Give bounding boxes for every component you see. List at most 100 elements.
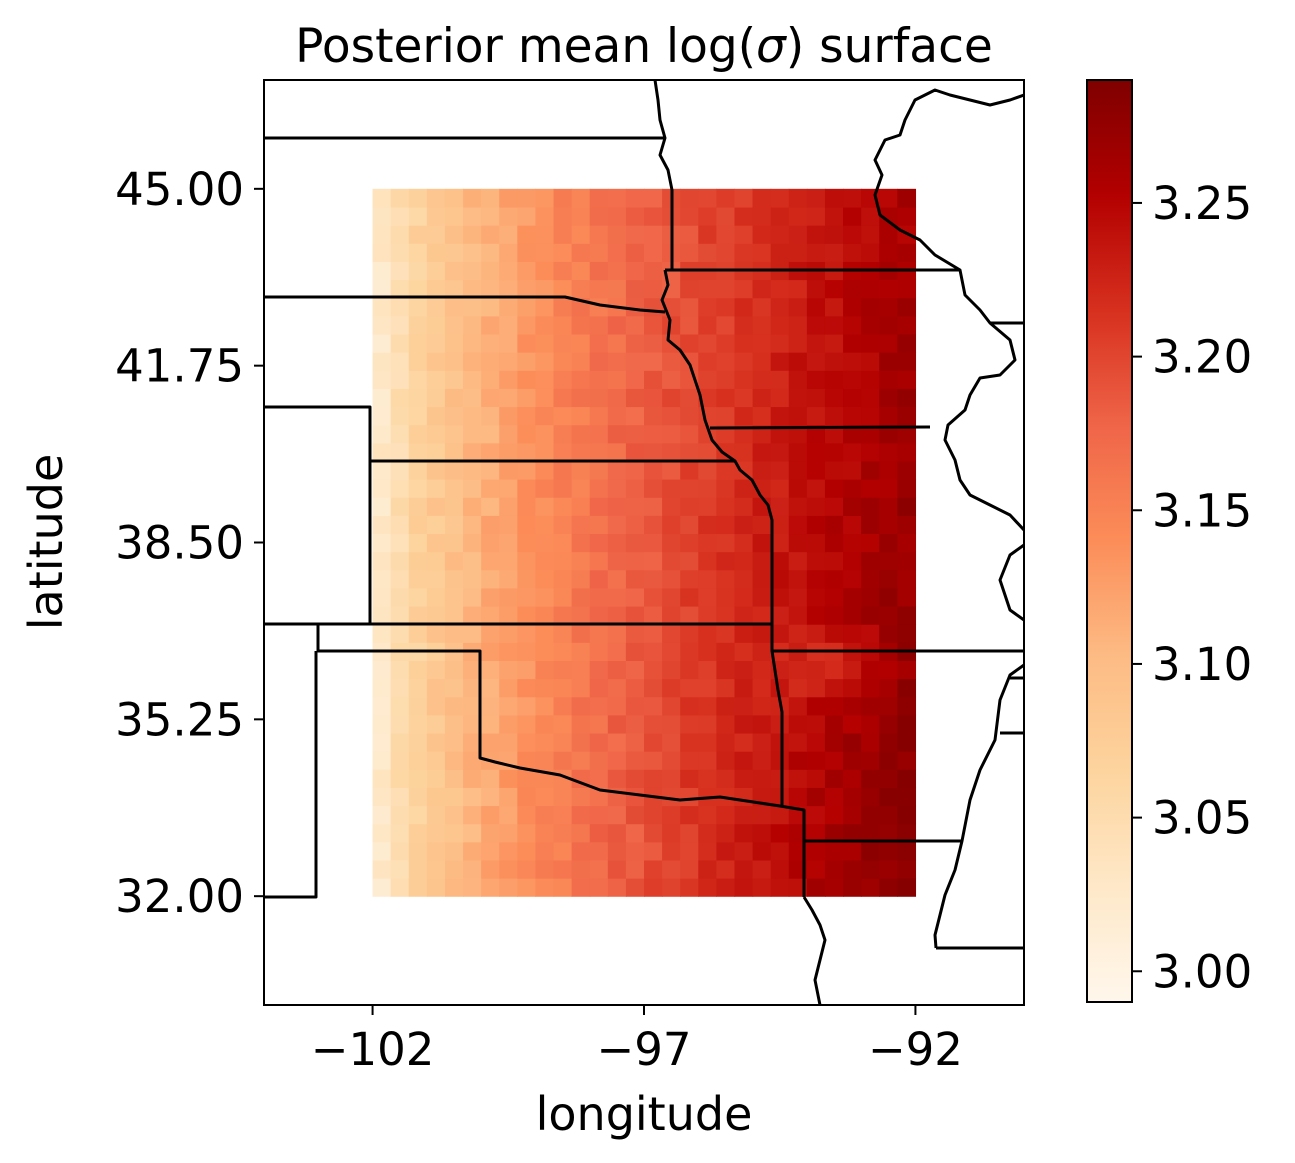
- heatmap-cell: [824, 841, 844, 861]
- heatmap-cell: [535, 551, 555, 571]
- heatmap-cell: [444, 515, 464, 535]
- heatmap-cell: [662, 533, 681, 553]
- heatmap-cell: [680, 569, 699, 589]
- heatmap-cell: [517, 243, 537, 262]
- heatmap-cell: [535, 787, 555, 807]
- heatmap-cell: [444, 751, 464, 770]
- heatmap-cell: [589, 605, 609, 625]
- heatmap-cell: [698, 605, 717, 625]
- heatmap-cell: [752, 406, 772, 426]
- heatmap-cell: [897, 206, 917, 226]
- heatmap-cell: [879, 569, 898, 589]
- heatmap-cell: [535, 388, 555, 408]
- heatmap-cell: [463, 605, 482, 625]
- heatmap-cell: [607, 751, 627, 770]
- heatmap-cell: [824, 624, 844, 643]
- heatmap-cell: [698, 823, 717, 843]
- heatmap-cell: [824, 551, 844, 571]
- heatmap-cell: [897, 406, 917, 426]
- heatmap-cell: [372, 406, 392, 426]
- heatmap-cell: [553, 243, 573, 262]
- heatmap-cell: [824, 787, 844, 807]
- heatmap-cell: [517, 442, 537, 462]
- heatmap-cell: [408, 551, 428, 571]
- heatmap-cell: [662, 569, 681, 589]
- heatmap-cell: [481, 642, 500, 661]
- heatmap-cell: [426, 805, 446, 825]
- heatmap-cell: [553, 859, 573, 879]
- heatmap-cell: [372, 714, 392, 734]
- heatmap-cell: [607, 533, 627, 553]
- heatmap-cell: [517, 297, 537, 317]
- heatmap-cell: [390, 279, 410, 299]
- heatmap-cell: [499, 841, 518, 861]
- heatmap-cell: [806, 533, 826, 553]
- heatmap-cell: [698, 460, 717, 480]
- heatmap-cell: [390, 624, 410, 643]
- heatmap-cell: [680, 605, 699, 625]
- heatmap-cell: [806, 460, 826, 480]
- heatmap-cell: [644, 206, 663, 226]
- heatmap-cell: [806, 406, 826, 426]
- heatmap-cell: [788, 315, 808, 335]
- heatmap-cell: [698, 624, 717, 643]
- heatmap-cell: [499, 624, 518, 643]
- heatmap-cell: [535, 261, 555, 281]
- heatmap-cell: [752, 225, 772, 244]
- heatmap-cell: [444, 479, 464, 498]
- heatmap-cell: [390, 660, 410, 680]
- heatmap-cell: [861, 751, 880, 770]
- heatmap-cell: [824, 442, 844, 462]
- heatmap-cell: [607, 823, 627, 843]
- border-ia-mo: [709, 425, 931, 430]
- heatmap-cell: [535, 624, 555, 643]
- heatmap-cell: [879, 587, 898, 607]
- heatmap-cell: [481, 769, 500, 788]
- heatmap-cell: [644, 569, 663, 589]
- heatmap-cell: [716, 479, 736, 498]
- heatmap-cell: [517, 370, 537, 389]
- heatmap-cell: [806, 587, 826, 607]
- heatmap-cell: [444, 569, 464, 589]
- heatmap-cell: [644, 605, 663, 625]
- heatmap-cell: [662, 787, 681, 807]
- heatmap-cell: [463, 261, 482, 281]
- heatmap-cell: [644, 370, 663, 389]
- heatmap-cell: [463, 225, 482, 244]
- heatmap-cell: [481, 624, 500, 643]
- heatmap-cell: [843, 751, 862, 770]
- heatmap-cell: [535, 841, 555, 861]
- heatmap-cell: [662, 859, 681, 879]
- heatmap-cell: [770, 678, 790, 698]
- heatmap-cell: [390, 515, 410, 535]
- heatmap-cell: [444, 315, 464, 335]
- heatmap-cell: [788, 569, 808, 589]
- heatmap-cell: [589, 442, 609, 462]
- heatmap-cell: [571, 497, 591, 516]
- heatmap-cell: [499, 460, 518, 480]
- heatmap-cell: [589, 261, 609, 281]
- heatmap-cell: [463, 515, 482, 535]
- heatmap-cell: [408, 479, 428, 498]
- heatmap-cell: [770, 460, 790, 480]
- heatmap-cell: [463, 878, 482, 897]
- heatmap-cell: [607, 424, 627, 444]
- heatmap-cell: [716, 769, 736, 788]
- heatmap-cell: [499, 660, 518, 680]
- heatmap-cell: [752, 841, 772, 861]
- heatmap-cell: [390, 769, 410, 788]
- heatmap-cell: [680, 279, 699, 299]
- heatmap-cell: [734, 188, 754, 208]
- heatmap-cell: [589, 732, 609, 752]
- heatmap-cell: [571, 188, 591, 208]
- heatmap-cell: [752, 315, 772, 335]
- heatmap-cell: [716, 805, 736, 825]
- heatmap-cell: [806, 225, 826, 244]
- heatmap-cell: [535, 696, 555, 716]
- heatmap-cell: [408, 660, 428, 680]
- heatmap-cell: [481, 660, 500, 680]
- heatmap-cell: [481, 370, 500, 389]
- heatmap-cell: [644, 551, 663, 571]
- heatmap-cell: [390, 859, 410, 879]
- heatmap-cell: [607, 261, 627, 281]
